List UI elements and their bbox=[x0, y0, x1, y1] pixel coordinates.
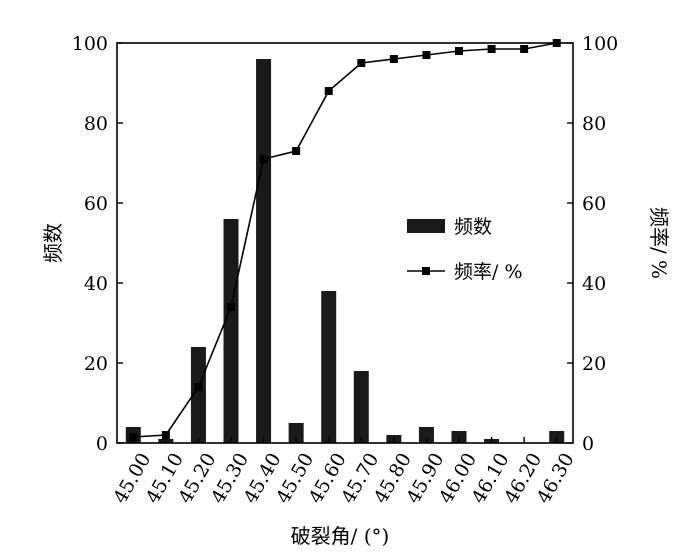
y-axis-title: 频数 bbox=[41, 223, 65, 263]
line-point-45.90 bbox=[422, 51, 431, 59]
legend: 频数 频率/ % bbox=[407, 216, 523, 283]
line-point-45.40 bbox=[259, 155, 268, 163]
line-point-45.20 bbox=[194, 383, 203, 391]
line-point-45.50 bbox=[292, 147, 301, 155]
right-tick-label: 100 bbox=[582, 33, 618, 55]
line-point-46.10 bbox=[487, 45, 496, 53]
left-tick-label: 0 bbox=[96, 433, 108, 455]
frequency-line bbox=[133, 42, 557, 438]
x-axis-title: 破裂角/ (°) bbox=[291, 524, 390, 548]
right-tick-label: 20 bbox=[582, 353, 606, 375]
left-tick-label: 80 bbox=[84, 113, 108, 135]
line-point-46.00 bbox=[455, 47, 463, 55]
legend-label-line: 频率/ % bbox=[454, 261, 523, 283]
line-point-45.70 bbox=[357, 59, 366, 67]
bar-45.30 bbox=[223, 219, 239, 443]
left-tick-label: 60 bbox=[84, 193, 108, 215]
right-axis-ticks: 0 20 40 60 80 100 bbox=[567, 33, 618, 455]
legend-line-marker bbox=[422, 267, 430, 275]
legend-bar-swatch bbox=[407, 219, 445, 233]
line-point-45.30 bbox=[227, 303, 235, 311]
left-tick-label: 100 bbox=[72, 33, 108, 55]
y2-axis-title: 频率/ % bbox=[647, 207, 671, 279]
bar-series bbox=[125, 59, 565, 443]
bar-45.20 bbox=[190, 347, 206, 443]
right-tick-label: 40 bbox=[582, 273, 606, 295]
legend-label-bars: 频数 bbox=[454, 216, 492, 238]
right-tick-label: 60 bbox=[582, 193, 606, 215]
line-point-45.80 bbox=[389, 55, 398, 63]
right-tick-label: 80 bbox=[582, 113, 606, 135]
bar-45.50 bbox=[288, 423, 304, 443]
line-point-45.60 bbox=[324, 87, 333, 95]
left-tick-label: 40 bbox=[84, 273, 108, 295]
line-point-45.10 bbox=[161, 431, 170, 439]
plot-frame bbox=[116, 42, 574, 444]
line-point-46.20 bbox=[520, 45, 529, 53]
right-tick-label: 0 bbox=[582, 433, 594, 455]
bar-45.40 bbox=[256, 59, 272, 443]
x-axis-ticks: 45.0045.1045.2045.3045.4045.5045.6045.70… bbox=[109, 437, 579, 507]
bar-45.90 bbox=[418, 427, 434, 443]
bar-45.60 bbox=[321, 291, 337, 443]
bar-45.70 bbox=[353, 371, 369, 443]
left-axis-ticks: 0 20 40 60 80 100 bbox=[72, 33, 123, 455]
left-tick-label: 20 bbox=[84, 353, 108, 375]
